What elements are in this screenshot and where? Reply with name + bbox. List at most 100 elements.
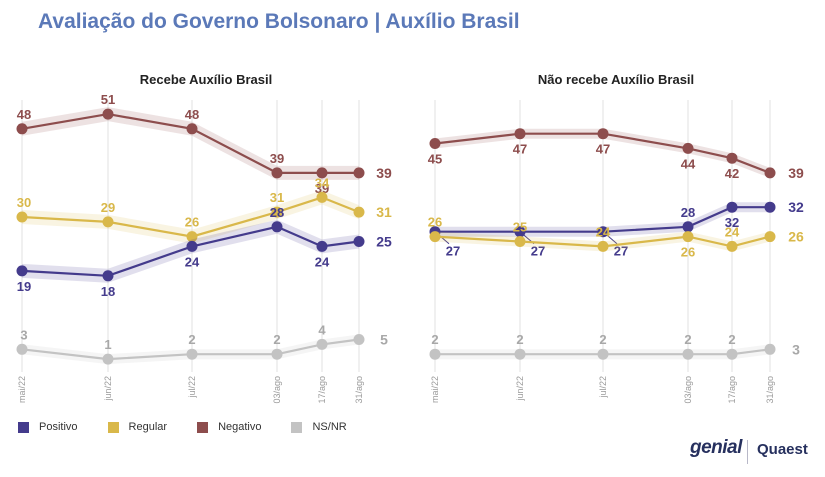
data-label: 44 (681, 156, 696, 171)
data-point (514, 348, 526, 360)
x-tick-label: 03/ago (683, 376, 693, 404)
data-point (186, 240, 198, 252)
data-point (429, 348, 441, 360)
data-point (429, 231, 441, 243)
data-label: 48 (185, 107, 199, 122)
data-label: 27 (446, 244, 460, 259)
data-point (429, 138, 441, 149)
data-point (682, 348, 694, 360)
data-point (726, 152, 738, 164)
series-ns-nr: 2 2 2 2 2 3 (429, 332, 800, 360)
x-tick-label: 17/ago (317, 376, 327, 404)
label-leader (602, 231, 618, 245)
x-tick-label: mai/22 (17, 376, 27, 403)
series-positivo: 27 27 27 28 32 32 (429, 199, 804, 259)
data-label: 45 (428, 152, 442, 167)
x-tick-label: jun/22 (103, 376, 113, 402)
data-point (316, 338, 328, 350)
data-label: 27 (531, 244, 545, 259)
data-label: 47 (513, 142, 527, 157)
x-tick-label: 17/ago (727, 376, 737, 404)
data-point (597, 128, 609, 140)
data-point (102, 353, 114, 365)
data-label: 31 (270, 190, 284, 205)
data-point (316, 167, 328, 179)
data-label: 2 (516, 332, 523, 347)
quaest-logo: Quaest (757, 441, 808, 458)
legend-label-positivo: Positivo (39, 421, 78, 433)
data-point (16, 123, 28, 135)
data-label: 18 (101, 284, 115, 299)
data-label: 39 (315, 181, 329, 196)
series-line (435, 348, 771, 356)
legend-item-nsnr: NS/NR (291, 421, 347, 433)
data-point (186, 348, 198, 360)
data-point (353, 206, 365, 218)
data-label: 2 (684, 332, 691, 347)
data-point (764, 167, 776, 179)
data-label: 26 (788, 229, 804, 245)
legend-item-negativo: Negativo (197, 421, 261, 433)
data-label: 24 (596, 224, 611, 239)
data-label: 1 (104, 337, 111, 352)
data-point (353, 334, 365, 345)
legend-item-regular: Regular (107, 421, 167, 433)
data-label: 2 (273, 332, 280, 347)
series-negativo: 45 47 47 44 42 39 (428, 128, 804, 181)
data-label: 28 (681, 205, 695, 220)
data-point (16, 343, 28, 355)
data-label: 24 (185, 254, 200, 269)
data-label: 29 (101, 200, 115, 215)
legend-swatch-nsnr (291, 421, 303, 433)
x-tick-label: jun/22 (515, 376, 525, 402)
data-label: 32 (788, 199, 804, 215)
legend: Positivo Regular Negativo NS/NR (18, 421, 347, 433)
data-point (271, 167, 283, 179)
data-point (353, 167, 365, 179)
series-ns-nr: 3 1 2 2 4 5 (16, 322, 388, 365)
data-point (682, 221, 694, 233)
x-tick-label: jul/22 (187, 376, 197, 399)
data-label: 39 (788, 165, 804, 181)
legend-swatch-positivo (18, 421, 29, 433)
data-point (682, 231, 694, 243)
data-label: 25 (376, 234, 392, 250)
data-point (102, 216, 114, 228)
data-point (764, 343, 776, 355)
data-label: 2 (599, 332, 606, 347)
series-positivo: 19 18 24 28 24 25 (16, 205, 392, 299)
data-label: 4 (318, 322, 326, 337)
data-point (514, 128, 526, 140)
data-label: 26 (428, 215, 442, 230)
data-label: 30 (17, 195, 31, 210)
chart-panel-2: Não recebe Auxílio Brasil mai/22 jun/22 jul… (428, 72, 804, 404)
series-line (21, 112, 359, 174)
data-label: 42 (725, 166, 739, 181)
genial-logo: genial (690, 437, 742, 458)
data-point (726, 240, 738, 252)
data-point (316, 240, 328, 252)
series-line (21, 196, 360, 238)
data-label: 19 (17, 279, 31, 294)
legend-swatch-regular (107, 421, 119, 433)
chart-panel-1: Recebe Auxílio Brasil mai/22 jun/22 jul/22 0… (16, 72, 392, 404)
charts: Recebe Auxílio Brasil mai/22 jun/22 jul/22 0… (16, 72, 804, 404)
data-point (726, 348, 738, 360)
series-negativo: 48 51 48 39 39 39 (16, 92, 392, 196)
data-point (514, 236, 526, 247)
x-tick-label: 31/ago (765, 376, 775, 404)
data-point (16, 265, 28, 277)
series-line (435, 206, 770, 233)
data-label: 26 (681, 245, 695, 260)
data-label: 25 (513, 220, 527, 235)
data-label: 34 (315, 175, 330, 190)
data-point (726, 201, 738, 213)
legend-label-nsnr: NS/NR (312, 421, 347, 433)
data-label: 32 (725, 215, 739, 230)
data-label: 3 (792, 341, 800, 357)
data-label: 39 (270, 151, 284, 166)
data-point (764, 231, 776, 243)
data-label: 48 (17, 107, 31, 122)
chart-title: Recebe Auxílio Brasil (140, 72, 272, 87)
series-regular: 26 25 24 26 24 26 (428, 215, 804, 260)
